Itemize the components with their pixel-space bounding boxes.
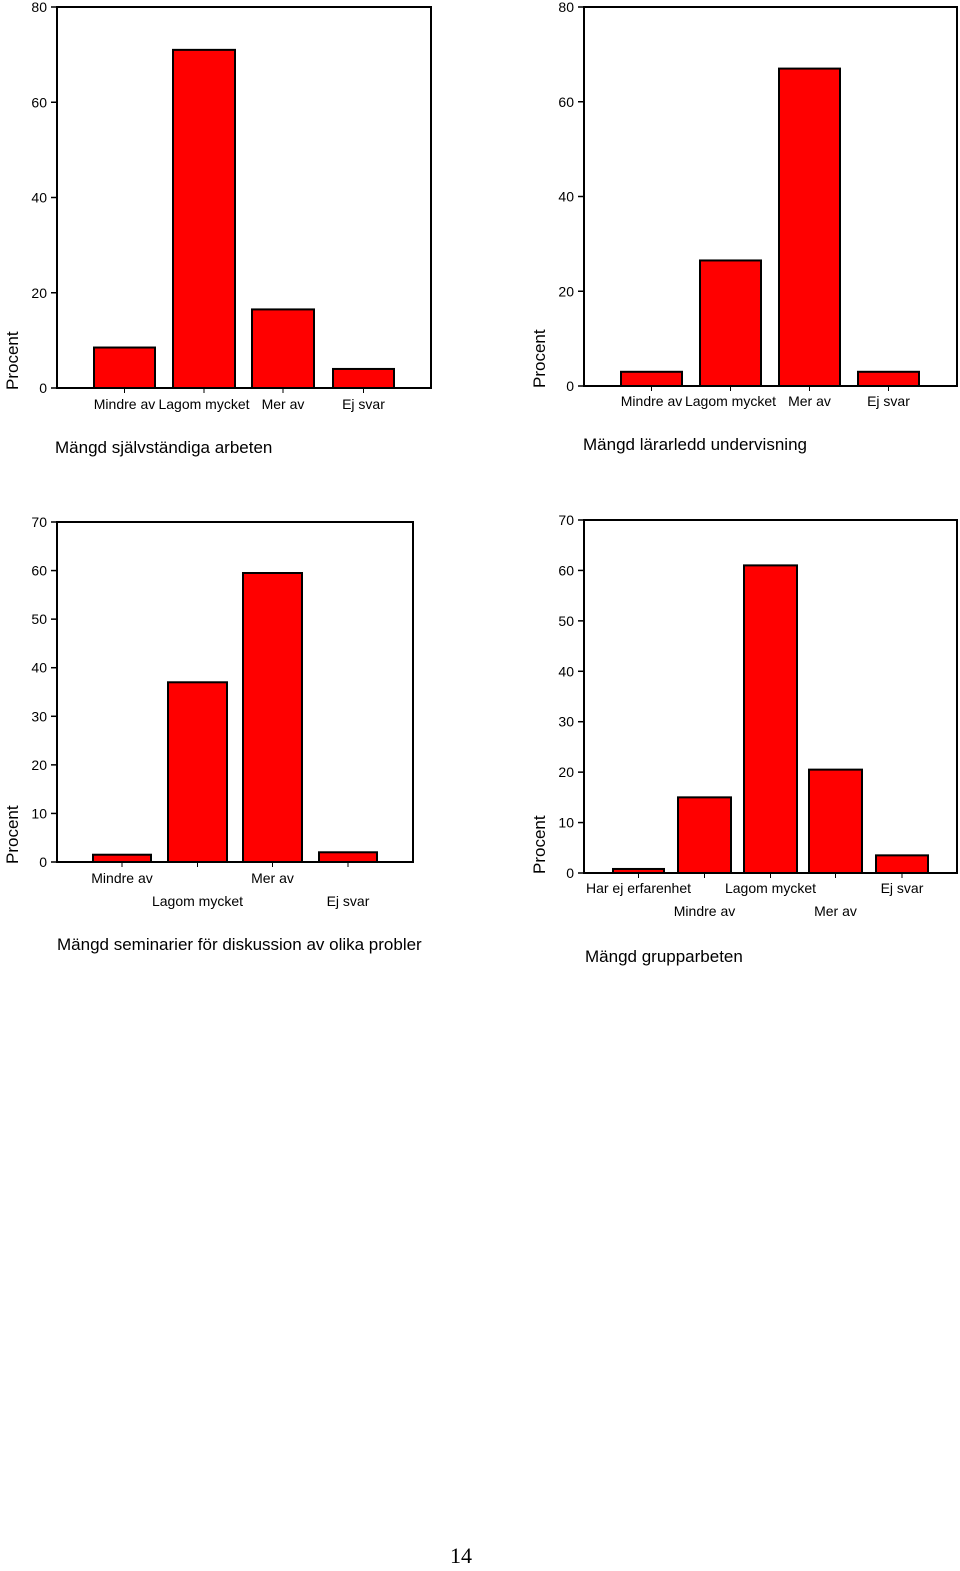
chart-2-plot-frame [583, 6, 958, 387]
chart-4-category-label: Mer av [814, 903, 857, 919]
chart-2-ytick-label: 20 [558, 283, 574, 299]
chart-3-bar [318, 851, 378, 863]
chart-4-ytick-label: 20 [558, 764, 574, 780]
chart-2-bar [620, 370, 683, 388]
chart-1-category-label: Mer av [262, 396, 305, 412]
chart-2-category-label: Mindre av [621, 393, 682, 409]
chart-2-bar [699, 259, 762, 387]
chart-3-category-label: Lagom mycket [152, 893, 243, 909]
chart-3-ytick-label: 50 [31, 611, 47, 627]
chart-4-category-label: Har ej erfarenhet [586, 880, 691, 896]
chart-3-ytick-label: 0 [39, 854, 47, 870]
chart-4-ylabel: Procent [530, 815, 549, 874]
chart-2-bar [778, 67, 841, 388]
chart-4-bar [808, 768, 863, 874]
chart-4-category-label: Lagom mycket [725, 880, 816, 896]
chart-1-bar [172, 48, 236, 390]
chart-4-category-label: Ej svar [881, 880, 924, 896]
chart-4-bar [743, 564, 798, 875]
chart-1-category-label: Mindre av [94, 396, 155, 412]
chart-3-title: Mängd seminarier för diskussion av olika… [57, 935, 422, 954]
chart-1-ylabel: Procent [3, 331, 22, 390]
chart-1-category-label: Lagom mycket [158, 396, 249, 412]
chart-1-bar [251, 308, 315, 390]
chart-2-bar [857, 370, 920, 388]
chart-1-ytick-label: 80 [31, 0, 47, 15]
chart-4-bar [875, 854, 929, 874]
chart-3-ytick-label: 40 [31, 660, 47, 676]
chart-3-category-label: Ej svar [327, 893, 370, 909]
chart-2-ytick-label: 80 [558, 0, 574, 15]
chart-3-ylabel: Procent [3, 805, 22, 864]
chart-4-ytick-label: 50 [558, 613, 574, 629]
chart-4-ytick-label: 60 [558, 562, 574, 578]
chart-2-category-label: Lagom mycket [685, 393, 776, 409]
chart-3-bar [242, 572, 303, 863]
chart-3-bar [92, 853, 152, 864]
chart-1-plot-frame [56, 6, 432, 389]
chart-4-title: Mängd grupparbeten [585, 947, 743, 966]
chart-3-bar [167, 681, 228, 863]
chart-1-bar [332, 367, 395, 390]
chart-4-category-label: Mindre av [674, 903, 735, 919]
chart-2-category-label: Ej svar [867, 393, 910, 409]
chart-3-ytick-label: 20 [31, 757, 47, 773]
chart-3-category-label: Mindre av [91, 870, 152, 886]
chart-1-ytick-label: 40 [31, 190, 47, 206]
chart-3-ytick-label: 10 [31, 805, 47, 821]
chart-4-ytick-label: 0 [566, 865, 574, 881]
chart-1-title: Mängd självständiga arbeten [55, 438, 272, 457]
chart-3-category-label: Mer av [251, 870, 294, 886]
chart-3-ytick-label: 70 [31, 514, 47, 530]
chart-1-bar [93, 346, 156, 389]
chart-2-ytick-label: 40 [558, 189, 574, 205]
chart-2-ylabel: Procent [530, 329, 549, 388]
chart-2-category-label: Mer av [788, 393, 831, 409]
chart-1-ytick-label: 60 [31, 94, 47, 110]
chart-3-ytick-label: 30 [31, 708, 47, 724]
chart-2-ytick-label: 0 [566, 378, 574, 394]
chart-2-ytick-label: 60 [558, 94, 574, 110]
page-number: 14 [450, 1543, 472, 1568]
chart-3-plot-frame [56, 521, 414, 863]
chart-3-ytick-label: 60 [31, 563, 47, 579]
chart-1-category-label: Ej svar [342, 396, 385, 412]
chart-4-bar [612, 867, 665, 874]
chart-4-ytick-label: 70 [558, 512, 574, 528]
chart-1-ytick-label: 0 [39, 380, 47, 396]
chart-4-ytick-label: 30 [558, 714, 574, 730]
chart-4-ytick-label: 40 [558, 663, 574, 679]
chart-4-bar [677, 796, 732, 874]
chart-1-ytick-label: 20 [31, 285, 47, 301]
chart-4-ytick-label: 10 [558, 815, 574, 831]
chart-2-title: Mängd lärarledd undervisning [583, 435, 807, 454]
